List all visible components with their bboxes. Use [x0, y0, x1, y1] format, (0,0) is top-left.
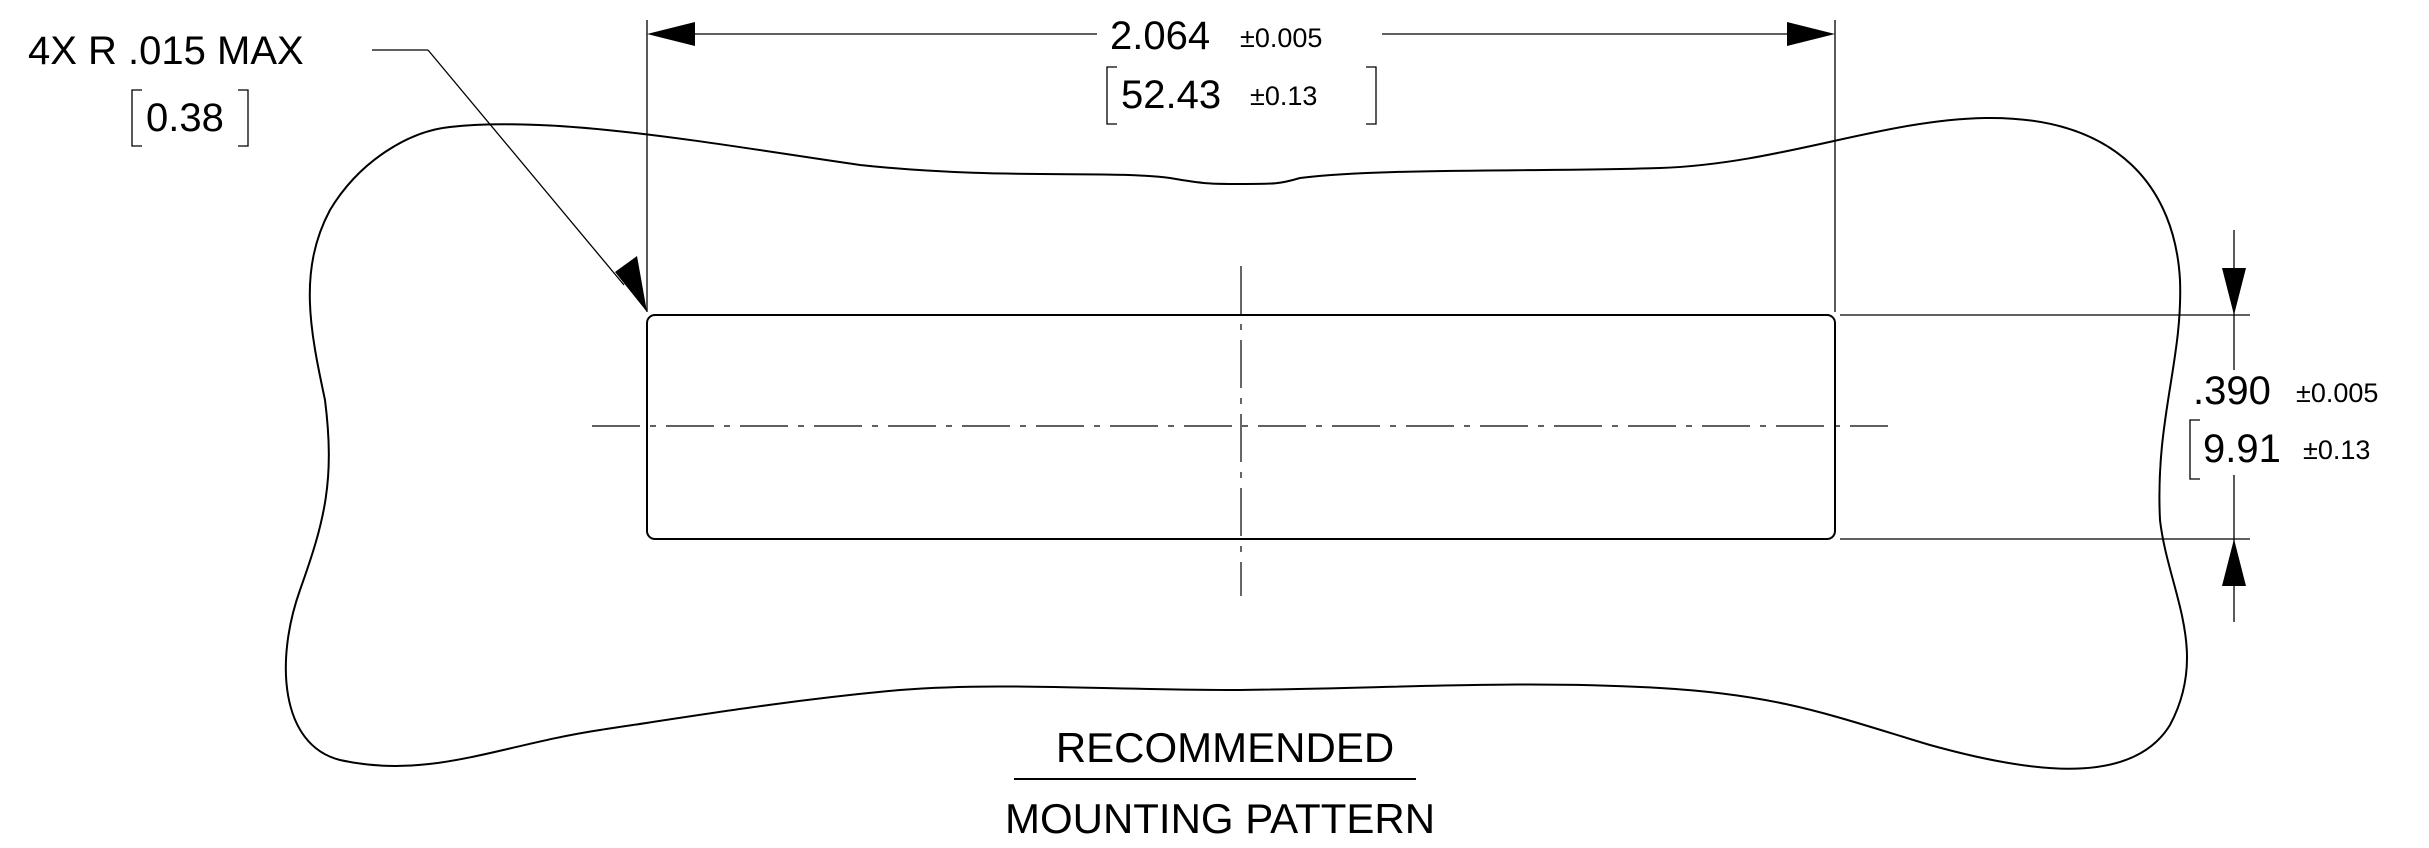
- height-tolerance: ±0.005: [2296, 378, 2378, 408]
- radius-metric-bracket: [131, 89, 249, 147]
- mounting-slot: [646, 314, 1836, 540]
- height-arrowhead-top: [2222, 268, 2246, 315]
- radius-metric-value: 0.38: [146, 96, 224, 140]
- height-metric-tolerance: ±0.13: [2303, 435, 2370, 465]
- width-metric-nominal: 52.43: [1121, 73, 1221, 117]
- caption-line-1: RECOMMENDED: [1056, 724, 1394, 771]
- width-arrowhead-left: [647, 22, 695, 46]
- height-metric-bracket: [2189, 419, 2200, 480]
- caption-line-2: MOUNTING PATTERN: [1005, 795, 1435, 842]
- width-nominal: 2.064: [1110, 14, 1210, 58]
- radius-leader-line: [427, 49, 625, 286]
- height-arrowhead-bottom: [2222, 539, 2246, 586]
- width-arrowhead-right: [1787, 22, 1835, 46]
- height-nominal: .390: [2193, 369, 2271, 413]
- width-metric-bracket: [1106, 66, 1377, 125]
- panel-break-outline: [284, 116, 2189, 770]
- width-metric-tolerance: ±0.13: [1250, 81, 1317, 111]
- height-metric-nominal: 9.91: [2203, 427, 2281, 471]
- radius-callout-label: 4X R .015 MAX: [28, 29, 304, 73]
- radius-leader-arrowhead: [615, 256, 647, 312]
- width-tolerance: ±0.005: [1240, 23, 1322, 53]
